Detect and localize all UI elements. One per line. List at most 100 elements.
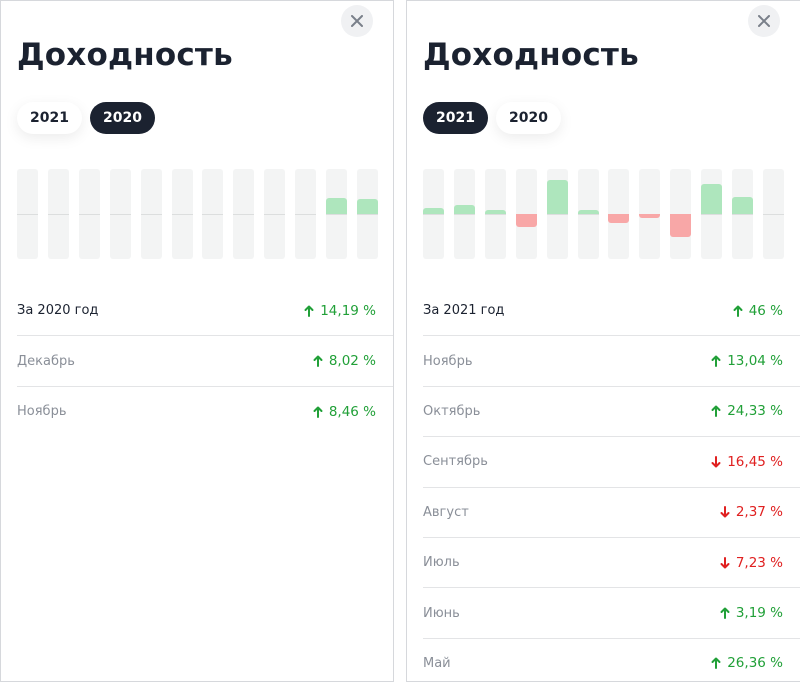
tab-2020[interactable]: 2020 <box>495 102 561 134</box>
row-label: Октябрь <box>423 403 481 419</box>
list-item: Август 2,37 % <box>423 488 800 538</box>
arrow-up-icon <box>711 355 721 368</box>
close-button[interactable] <box>341 5 373 37</box>
arrow-up-icon <box>720 607 730 620</box>
list-item: Октябрь 24,33 % <box>423 387 800 438</box>
row-value: 8,02 % <box>313 353 376 369</box>
zero-line <box>356 214 378 215</box>
bar-slot <box>577 169 599 259</box>
row-value-text: 8,02 % <box>328 353 376 370</box>
bar-positive <box>326 198 347 214</box>
close-icon <box>351 15 363 27</box>
zero-line <box>453 214 475 215</box>
bar-slot <box>264 169 286 259</box>
bar-slot <box>670 169 692 259</box>
bar-slot <box>701 169 723 259</box>
zero-line <box>326 214 347 215</box>
page-title: Доходность <box>423 37 639 73</box>
list-item: Июль 7,23 % <box>423 538 800 589</box>
yield-panel-2020: Доходность 2021 2020 За 2020 год 14,19 %… <box>0 0 394 682</box>
arrow-up-icon <box>733 305 743 317</box>
list-item: Июнь 3,19 % <box>423 588 800 639</box>
row-value: 24,33 % <box>711 403 783 419</box>
zero-line <box>484 214 506 215</box>
zero-line <box>701 214 723 215</box>
row-label: Июнь <box>423 605 460 621</box>
row-value-text: 14,19 % <box>320 302 376 319</box>
bar-positive <box>484 210 506 214</box>
yield-list: За 2020 год 14,19 % Декабрь 8,02 % Ноябр… <box>17 286 393 437</box>
zero-line <box>732 214 753 215</box>
bar-slot <box>639 169 661 259</box>
zero-line <box>264 214 286 215</box>
year-tabs: 2021 2020 <box>423 102 561 134</box>
bar-slot <box>762 169 784 259</box>
row-label: За 2021 год <box>423 303 505 319</box>
zero-line <box>202 214 224 215</box>
arrow-up-icon <box>711 405 721 418</box>
bar-negative <box>639 214 661 218</box>
row-label: За 2020 год <box>17 303 99 319</box>
bar-slot <box>109 169 131 259</box>
list-item-year-total: За 2020 год 14,19 % <box>17 286 393 337</box>
row-label: Август <box>423 504 469 520</box>
zero-line <box>577 214 599 215</box>
arrow-up-icon <box>313 406 323 418</box>
arrow-up-icon <box>313 355 323 368</box>
bar-positive <box>577 210 599 214</box>
close-icon <box>758 15 770 27</box>
bar-slot <box>356 169 378 259</box>
page-title: Доходность <box>17 37 233 73</box>
tab-2020[interactable]: 2020 <box>89 102 155 134</box>
list-item: Сентябрь 16,45 % <box>423 437 800 488</box>
list-item: Декабрь 8,02 % <box>17 336 393 387</box>
row-value: 8,46 % <box>313 404 376 420</box>
bar-positive <box>546 180 568 214</box>
row-label: Июль <box>423 555 460 571</box>
bar-positive <box>423 208 444 214</box>
bar-positive <box>732 197 753 214</box>
zero-line <box>17 214 38 215</box>
row-value: 7,23 % <box>720 555 783 571</box>
row-value: 46 % <box>733 303 783 319</box>
arrow-up-icon <box>304 305 314 317</box>
row-label: Май <box>423 655 451 671</box>
zero-line <box>140 214 162 215</box>
bar-slot <box>484 169 506 259</box>
bar-slot <box>453 169 475 259</box>
row-value-text: 16,45 % <box>727 453 783 470</box>
tab-2021[interactable]: 2021 <box>17 102 82 134</box>
bar-slot <box>423 169 444 259</box>
zero-line <box>762 214 784 215</box>
arrow-down-icon <box>720 506 730 518</box>
tab-2021[interactable]: 2021 <box>423 102 488 134</box>
yield-panel-2021: Доходность 2021 2020 За 2021 год 46 % Нояб… <box>406 0 800 682</box>
close-button[interactable] <box>748 5 780 37</box>
bar-slot <box>326 169 347 259</box>
bar-slot <box>732 169 753 259</box>
zero-line <box>233 214 255 215</box>
bar-negative <box>608 214 630 224</box>
bar-slot <box>233 169 255 259</box>
year-tabs: 2021 2020 <box>17 102 155 134</box>
row-label: Ноябрь <box>423 353 473 369</box>
row-value-text: 24,33 % <box>727 403 783 420</box>
list-item: Ноябрь 8,46 % <box>17 387 393 437</box>
list-item: Ноябрь 13,04 % <box>423 336 800 387</box>
row-value-text: 3,19 % <box>735 605 783 622</box>
bar-slot <box>515 169 537 259</box>
bar-slot <box>171 169 193 259</box>
bar-negative <box>515 214 537 228</box>
bar-slot <box>295 169 317 259</box>
row-value-text: 7,23 % <box>735 554 783 571</box>
row-value: 14,19 % <box>304 303 376 319</box>
bar-negative <box>670 214 692 237</box>
bar-slot <box>140 169 162 259</box>
zero-line <box>423 214 444 215</box>
zero-line <box>78 214 100 215</box>
bar-slot <box>47 169 69 259</box>
row-value-text: 2,37 % <box>735 504 783 521</box>
zero-line <box>171 214 193 215</box>
row-value-text: 46 % <box>748 302 783 319</box>
row-value-text: 8,46 % <box>328 403 376 420</box>
